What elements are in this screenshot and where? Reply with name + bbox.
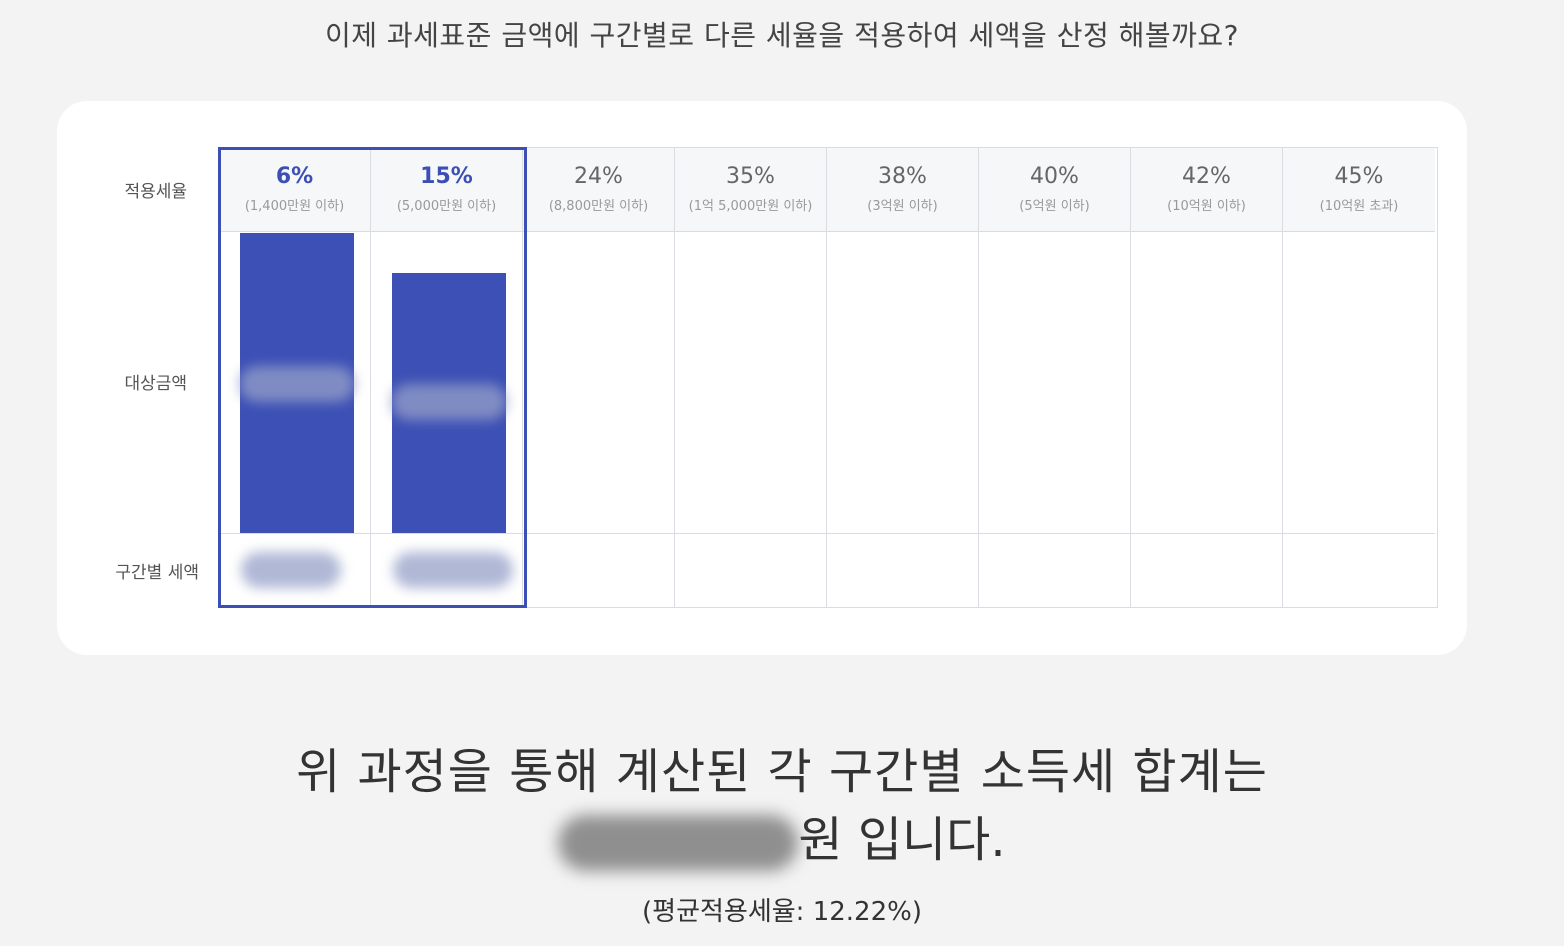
bracket-rate: 6%: [275, 164, 314, 189]
bracket-header: 15% (5,000만원 이하): [371, 148, 522, 232]
bracket-limit: (3억원 이하): [867, 199, 938, 214]
bracket-column: 40% (5억원 이하): [979, 148, 1131, 607]
summary-total-line: 원 입니다.: [0, 800, 1564, 871]
masked-tax: [241, 552, 341, 588]
bracket-header: 35% (1억 5,000만원 이하): [675, 148, 826, 232]
bracket-limit: (1,400만원 이하): [244, 199, 345, 214]
tax-bracket-card: 적용세율 대상금액 구간별 세액 6% (1,400만원 이하) 15% (5,000…: [57, 101, 1467, 655]
bracket-column: 35% (1억 5,000만원 이하): [675, 148, 827, 607]
bracket-limit: (5,000만원 이하): [396, 199, 497, 214]
summary-suffix: 원 입니다.: [798, 812, 1006, 868]
bracket-column: 24% (8,800만원 이하): [523, 148, 675, 607]
bracket-column: 15% (5,000만원 이하): [371, 148, 523, 607]
row-label-amount: 대상금액: [124, 374, 187, 394]
bracket-limit: (8,800만원 이하): [548, 199, 649, 214]
masked-tax: [393, 552, 513, 588]
bracket-tax-cell: [1283, 533, 1435, 609]
bracket-column: 42% (10억원 이하): [1131, 148, 1283, 607]
intro-question: 이제 과세표준 금액에 구간별로 다른 세율을 적용하여 세액을 산정 해볼까요…: [324, 19, 1240, 52]
bracket-rate: 15%: [420, 164, 473, 189]
bracket-limit: (1억 5,000만원 이하): [688, 199, 813, 214]
bracket-limit: (10억원 이하): [1167, 199, 1246, 214]
bracket-limit: (5억원 이하): [1019, 199, 1090, 214]
bracket-header: 6% (1,400만원 이하): [219, 148, 370, 232]
bracket-tax-cell: [523, 533, 674, 609]
bracket-tax-cell: [675, 533, 826, 609]
bracket-rate: 40%: [1030, 164, 1079, 189]
bracket-tax-cell: [1131, 533, 1282, 609]
bracket-header: 24% (8,800만원 이하): [523, 148, 674, 232]
bracket-rate: 42%: [1182, 164, 1231, 189]
bracket-column: 6% (1,400만원 이하): [219, 148, 371, 607]
bracket-rate: 45%: [1334, 164, 1384, 189]
bracket-header: 38% (3억원 이하): [827, 148, 978, 232]
bracket-tax-cell: [979, 533, 1130, 609]
bracket-tax-cell: [219, 533, 370, 609]
bracket-header: 40% (5억원 이하): [979, 148, 1130, 232]
bracket-column: 45% (10억원 초과): [1283, 148, 1435, 607]
masked-amount: [239, 366, 355, 402]
average-rate: (평균적용세율: 12.22%): [642, 897, 922, 927]
row-label-rate: 적용세율: [124, 182, 187, 202]
bracket-column: 38% (3억원 이하): [827, 148, 979, 607]
bracket-rate: 35%: [726, 164, 775, 189]
bracket-tax-cell: [371, 533, 522, 609]
bracket-header: 42% (10억원 이하): [1131, 148, 1282, 232]
masked-amount: [391, 384, 507, 420]
bracket-rate: 24%: [574, 164, 623, 189]
bracket-limit: (10억원 초과): [1319, 199, 1399, 214]
summary-line: 위 과정을 통해 계산된 각 구간별 소득세 합계는: [296, 744, 1268, 800]
bracket-tax-cell: [827, 533, 978, 609]
bracket-header: 45% (10억원 초과): [1283, 148, 1435, 232]
bracket-grid: 6% (1,400만원 이하) 15% (5,000만원 이하) 24% (8,800만원…: [218, 147, 1438, 608]
masked-total-amount: [558, 815, 799, 871]
row-label-tax: 구간별 세액: [115, 563, 199, 583]
bracket-rate: 38%: [878, 164, 927, 189]
